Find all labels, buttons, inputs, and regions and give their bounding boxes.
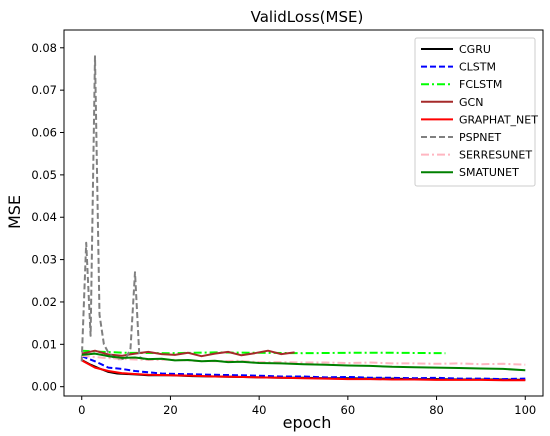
x-axis-label: epoch [283,413,332,432]
y-tick-label: 0.06 [31,126,57,140]
axis-ticks: 0 20 40 60 80 100 0.00 0.01 0.02 0.03 0.04 0.05 0.06… [31,41,536,417]
y-tick-label: 0.07 [31,83,57,97]
series-line-serresunet [81,354,526,366]
legend: CGRU CLSTM FCLSTM GCN GRAPHAT_NET PSPNET SERRE… [414,37,538,187]
chart-title: ValidLoss(MSE) [251,8,364,26]
legend-label: SMATUNET [459,166,519,179]
legend-label: PSPNET [459,131,501,144]
y-tick-label: 0.08 [31,41,57,55]
x-tick-label: 20 [163,403,178,417]
legend-label: SERRESUNET [459,149,532,162]
x-tick-label: 40 [252,403,267,417]
y-tick-label: 0.00 [31,380,57,394]
y-axis-label: MSE [5,195,24,229]
series-line-smatunet [81,352,526,372]
legend-label: CGRU [459,43,491,56]
series-line-gcn [81,349,295,358]
legend-label: GRAPHAT_NET [459,113,538,126]
x-tick-label: 60 [341,403,356,417]
y-tick-label: 0.01 [31,337,57,351]
y-tick-label: 0.03 [31,253,57,267]
plot-area [80,55,526,382]
x-tick-label: 80 [429,403,444,417]
y-tick-label: 0.04 [31,210,57,224]
legend-label: FCLSTM [459,78,502,91]
series-line-cgru [81,359,526,381]
plot-frame [63,29,544,397]
legend-label: CLSTM [459,61,496,74]
series-line-pspnet [80,55,145,362]
series-line-clstm [81,355,526,381]
y-tick-label: 0.02 [31,295,57,309]
y-tick-label: 0.05 [31,168,57,182]
series-line-graphat_net [81,359,526,382]
legend-box [414,37,536,187]
x-tick-label: 100 [514,403,536,417]
series-line-fclstm [81,349,446,355]
x-tick-label: 0 [78,403,85,417]
legend-label: GCN [459,96,483,109]
